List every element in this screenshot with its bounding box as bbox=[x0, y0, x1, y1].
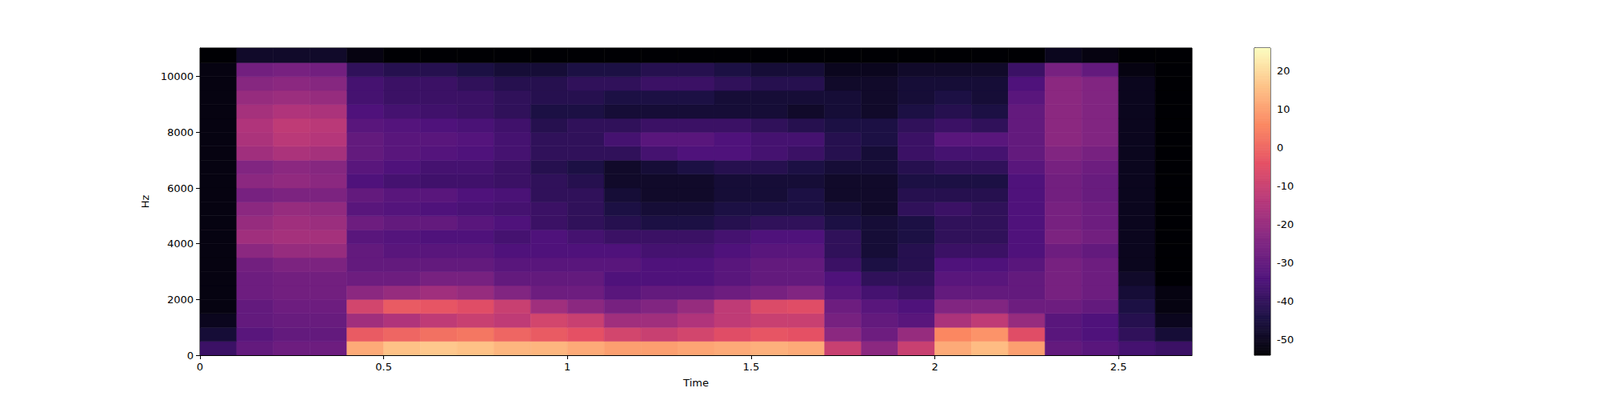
svg-text:-30: -30 bbox=[1276, 256, 1294, 269]
svg-text:-20: -20 bbox=[1276, 218, 1294, 231]
svg-text:10: 10 bbox=[1276, 103, 1291, 116]
svg-text:1.5: 1.5 bbox=[743, 360, 760, 373]
svg-text:Hz: Hz bbox=[139, 195, 152, 209]
svg-text:10000: 10000 bbox=[160, 70, 194, 83]
svg-text:0: 0 bbox=[1276, 141, 1284, 154]
svg-text:4000: 4000 bbox=[167, 237, 194, 250]
svg-text:2.5: 2.5 bbox=[1110, 360, 1128, 373]
svg-text:20: 20 bbox=[1276, 64, 1291, 77]
svg-text:0.5: 0.5 bbox=[375, 360, 392, 373]
svg-text:0: 0 bbox=[187, 349, 194, 362]
svg-text:2: 2 bbox=[931, 360, 938, 373]
svg-text:-10: -10 bbox=[1276, 180, 1294, 192]
svg-text:-50: -50 bbox=[1276, 333, 1294, 346]
svg-text:2000: 2000 bbox=[167, 293, 194, 306]
svg-text:-40: -40 bbox=[1276, 295, 1294, 308]
svg-text:6000: 6000 bbox=[167, 182, 194, 195]
svg-text:0: 0 bbox=[196, 360, 204, 373]
svg-text:Time: Time bbox=[682, 376, 709, 389]
svg-text:1: 1 bbox=[564, 360, 571, 373]
svg-text:8000: 8000 bbox=[167, 126, 194, 139]
